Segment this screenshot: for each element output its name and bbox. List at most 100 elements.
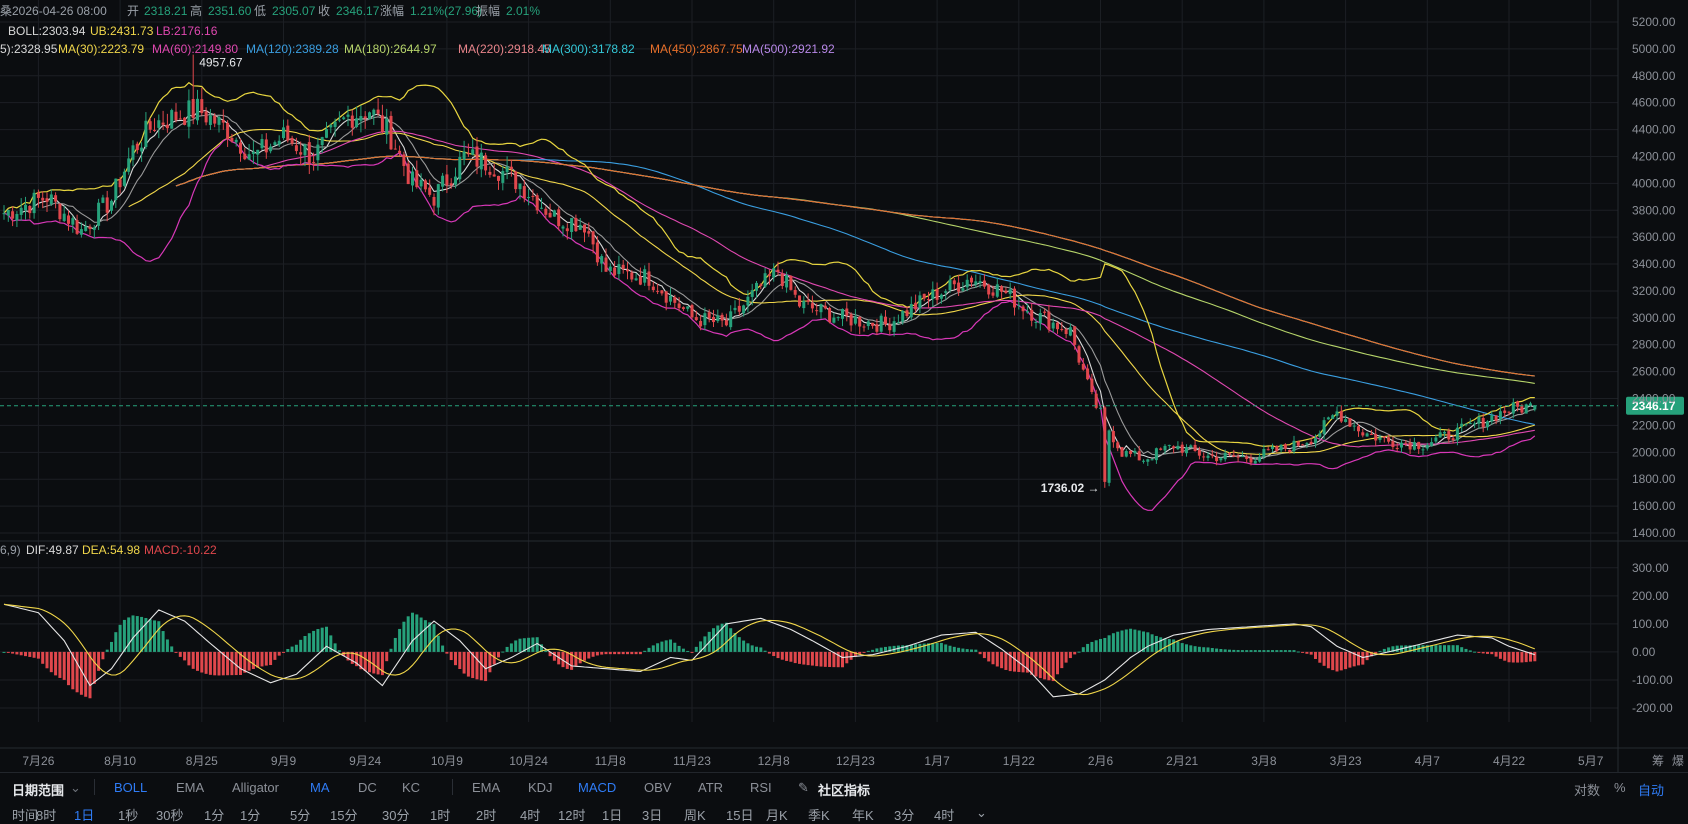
interval-option[interactable]: 月K — [766, 808, 788, 823]
interval-option[interactable]: 8时 — [36, 808, 57, 823]
macd-bar — [1326, 651, 1330, 669]
macd-bar — [1318, 651, 1322, 663]
candle-body — [127, 158, 131, 172]
interval-option[interactable]: 3日 — [642, 808, 663, 823]
dif-line — [3, 603, 1535, 698]
candle-body — [1150, 459, 1154, 461]
candle-body — [1468, 423, 1472, 425]
time-tick-label: 11月8 — [595, 754, 626, 768]
macd-bar — [28, 651, 32, 657]
macd-bar — [441, 645, 445, 652]
candle-body — [11, 211, 15, 219]
chevron-down-icon[interactable]: ⌄ — [70, 780, 81, 795]
interval-option[interactable]: 1分 — [204, 808, 225, 823]
macd-bar — [901, 645, 905, 652]
macd-bar — [789, 651, 793, 662]
interval-option[interactable]: 1分 — [240, 808, 261, 823]
candle-body — [1124, 450, 1128, 457]
interval-option[interactable]: ⌄ — [976, 805, 987, 820]
indicator-ema[interactable]: EMA — [176, 780, 205, 795]
interval-option[interactable]: 1日 — [74, 808, 95, 823]
macd-bar — [1498, 651, 1502, 659]
candle-body — [1395, 448, 1399, 450]
indicator-ma[interactable]: MA — [310, 780, 330, 795]
candle-body — [1240, 456, 1244, 458]
interval-option[interactable]: 1秒 — [118, 808, 139, 823]
sub-indicator-kdj[interactable]: KDJ — [528, 780, 553, 795]
macd-bar — [991, 651, 995, 665]
interval-option[interactable]: 周K — [684, 808, 706, 823]
macd-bar — [1120, 630, 1124, 652]
candle-body — [737, 305, 741, 312]
candle-body — [987, 284, 991, 295]
indicator-alligator[interactable]: Alligator — [232, 780, 279, 795]
interval-option[interactable]: 年K — [852, 808, 874, 823]
dif-value-label: DIF:49.87 — [26, 543, 79, 557]
sub-indicator-obv[interactable]: OBV — [644, 780, 672, 795]
community-indicators-button[interactable]: 社区指标 — [818, 783, 871, 798]
macd-bar — [724, 622, 728, 652]
interval-option[interactable]: 15日 — [726, 808, 754, 823]
candle-body — [1073, 326, 1077, 345]
macd-bar — [282, 651, 285, 653]
interval-option[interactable]: 时间 — [12, 808, 39, 823]
interval-option[interactable]: 5分 — [290, 808, 311, 823]
macd-bar — [1232, 649, 1236, 652]
candle-body — [1344, 419, 1348, 422]
macd-bar — [15, 651, 19, 655]
candle-body — [720, 314, 724, 321]
sub-indicator-rsi[interactable]: RSI — [750, 780, 772, 795]
interval-option[interactable]: 1日 — [602, 808, 623, 823]
interval-option[interactable]: 15分 — [330, 808, 358, 823]
interval-option[interactable]: 季K — [808, 808, 830, 823]
macd-bar — [458, 651, 462, 670]
candle-body — [634, 278, 638, 281]
macd-bar — [918, 643, 922, 652]
percent-scale-toggle[interactable]: % — [1614, 780, 1626, 795]
interval-option[interactable]: 3分 — [894, 808, 915, 823]
macd-bar — [540, 644, 543, 652]
candle-body — [664, 291, 668, 303]
indicator-kc[interactable]: KC — [402, 780, 421, 795]
indicator-boll[interactable]: BOLL — [114, 780, 148, 795]
macd-bar — [669, 639, 672, 652]
interval-option[interactable]: 4时 — [934, 808, 955, 823]
sub-indicator-ema[interactable]: EMA — [472, 780, 501, 795]
macd-tick-label: 0.00 — [1632, 645, 1656, 659]
sub-indicator-macd[interactable]: MACD — [578, 780, 617, 795]
candle-body — [931, 289, 935, 299]
macd-bar — [105, 649, 109, 652]
macd-bar — [608, 651, 612, 655]
interval-option[interactable]: 4时 — [520, 808, 541, 823]
date-range-button[interactable]: 日期范围 — [12, 783, 65, 798]
chips-label: 筹 — [1652, 754, 1664, 768]
dea-value-label: DEA:54.98 — [82, 543, 140, 557]
auto-scale-toggle[interactable]: 自动 — [1638, 783, 1665, 798]
macd-bar — [1043, 651, 1047, 680]
interval-option[interactable]: 12时 — [558, 808, 586, 823]
macd-bar — [720, 623, 724, 652]
macd-bar — [49, 651, 53, 673]
candle-body — [497, 175, 500, 181]
macd-bar — [922, 643, 926, 652]
indicator-dc[interactable]: DC — [358, 780, 377, 795]
interval-option[interactable]: 30秒 — [156, 808, 184, 823]
candle-body — [1309, 441, 1313, 444]
macd-bar — [548, 651, 552, 657]
info-high: 2351.60 — [208, 4, 252, 18]
time-tick-label: 3月8 — [1251, 754, 1277, 768]
interval-option[interactable]: 30分 — [382, 808, 410, 823]
candle-body — [1404, 442, 1408, 444]
macd-bar — [832, 651, 836, 668]
interval-option[interactable]: 2时 — [476, 808, 497, 823]
interval-option[interactable]: 1时 — [430, 808, 451, 823]
log-scale-toggle[interactable]: 对数 — [1574, 783, 1601, 798]
macd-bar — [552, 651, 556, 661]
candle-body — [1339, 411, 1343, 422]
candle-body — [170, 110, 174, 129]
candle-body — [1099, 407, 1102, 409]
sub-indicator-atr[interactable]: ATR — [698, 780, 724, 795]
macd-bar — [561, 651, 565, 668]
chart-canvas[interactable]: 2346.17 4957.67 1736.02 → 5200.00 5000.00 480… — [0, 0, 1688, 772]
candle-body — [1000, 286, 1004, 292]
